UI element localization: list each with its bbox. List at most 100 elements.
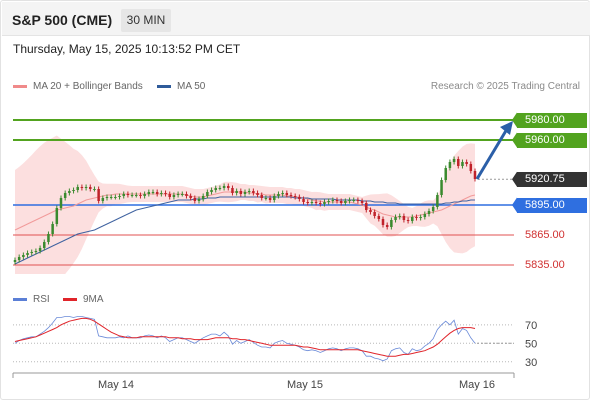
candle-body xyxy=(147,192,151,194)
candle-body xyxy=(72,190,75,191)
candle-body xyxy=(298,197,301,199)
candle-body xyxy=(55,208,59,224)
candle-body xyxy=(457,159,460,166)
candle-body xyxy=(218,188,222,189)
candle-body xyxy=(176,194,180,195)
candle-body xyxy=(323,202,326,204)
candle-body xyxy=(415,217,418,218)
candle-body xyxy=(344,201,347,203)
candle-body xyxy=(135,195,138,196)
candle-body xyxy=(155,192,159,194)
candle-body xyxy=(319,203,322,204)
price-tag-5: 5835.00 xyxy=(525,258,565,271)
candle-body xyxy=(411,217,414,221)
candle-body xyxy=(160,193,163,194)
candle-body xyxy=(473,171,477,179)
legend-ma50: MA 50 xyxy=(157,81,205,92)
price-tag-2: 5920.75 xyxy=(517,171,587,187)
candle-body xyxy=(335,200,339,201)
candle-body xyxy=(281,193,284,194)
candle-body xyxy=(130,195,134,196)
candle-body xyxy=(431,207,435,211)
legend-rsi-swatch xyxy=(13,297,27,301)
candle-body xyxy=(168,194,171,197)
candle-body xyxy=(440,180,443,195)
candle-body xyxy=(452,159,456,162)
price-tag-pointer-3 xyxy=(512,197,517,213)
legend-9ma: 9MA xyxy=(63,294,104,305)
candle-body xyxy=(26,253,29,255)
price-tag-pointer-1 xyxy=(512,132,517,148)
symbol-title: S&P 500 (CME) xyxy=(12,12,113,28)
credit-text: Research © 2025 Trading Central xyxy=(430,81,580,92)
candle-body xyxy=(43,242,46,248)
candle-body xyxy=(373,212,376,216)
legend-rsi: RSI xyxy=(13,294,50,305)
legend-ma20-swatch xyxy=(13,84,27,88)
rsi-tick-label: 50 xyxy=(525,338,537,350)
price-tag-pointer-2 xyxy=(512,171,517,187)
candle-body xyxy=(231,188,234,193)
candle-body xyxy=(469,164,473,171)
candle-body xyxy=(465,162,468,164)
candle-body xyxy=(419,217,422,218)
candle-body xyxy=(252,191,255,193)
candle-body xyxy=(143,194,146,196)
candle-body xyxy=(293,196,297,197)
candle-body xyxy=(348,200,351,201)
interval-button[interactable]: 30 MIN xyxy=(121,9,171,32)
candle-body xyxy=(273,196,276,200)
candle-body xyxy=(34,251,38,252)
price-tag-4: 5865.00 xyxy=(525,228,565,241)
candle-body xyxy=(189,196,192,198)
price-tag-pointer-0 xyxy=(512,112,517,128)
candle-body xyxy=(101,198,105,201)
candle-body xyxy=(427,211,431,214)
candle-body xyxy=(390,220,393,227)
candle-body xyxy=(356,200,360,201)
candle-body xyxy=(68,191,71,193)
candle-body xyxy=(423,214,427,217)
x-tick-label: May 15 xyxy=(287,379,323,391)
candle-body xyxy=(93,189,96,190)
candle-body xyxy=(89,187,92,189)
candle-body xyxy=(151,192,155,193)
candle-body xyxy=(331,200,335,201)
candle-body xyxy=(63,193,67,198)
candle-body xyxy=(260,195,263,198)
candle-body xyxy=(285,193,289,195)
rsi-tick-label: 30 xyxy=(525,357,537,369)
legend-9ma-label: 9MA xyxy=(83,294,104,305)
legend-ma20-label: MA 20 + Bollinger Bands xyxy=(33,81,143,92)
candle-body xyxy=(126,194,130,195)
candle-body xyxy=(139,195,142,196)
candle-body xyxy=(360,201,364,203)
legend-9ma-swatch xyxy=(63,297,77,301)
candle-body xyxy=(214,188,217,190)
candle-body xyxy=(394,217,397,220)
chart-header: S&P 500 (CME) 30 MIN xyxy=(2,2,590,36)
candle-body xyxy=(247,191,251,192)
candle-body xyxy=(306,202,309,203)
candle-body xyxy=(172,195,176,197)
candle-body xyxy=(17,257,21,260)
candle-body xyxy=(84,187,88,188)
candle-body xyxy=(302,199,305,202)
candle-body xyxy=(197,199,201,201)
candle-body xyxy=(402,216,406,220)
x-tick-label: May 16 xyxy=(459,379,495,391)
candle-body xyxy=(80,187,84,188)
candle-body xyxy=(436,195,439,207)
candle-body xyxy=(201,196,205,199)
candle-body xyxy=(461,162,464,166)
price-tag-3: 5895.00 xyxy=(517,197,587,213)
candle-body xyxy=(289,195,293,196)
candle-body xyxy=(22,255,25,257)
candle-body xyxy=(385,225,389,227)
candle-body xyxy=(327,201,330,202)
candle-body xyxy=(444,168,447,180)
rsi-line xyxy=(14,316,476,362)
candle-body xyxy=(114,197,117,198)
candle-body xyxy=(118,196,121,197)
